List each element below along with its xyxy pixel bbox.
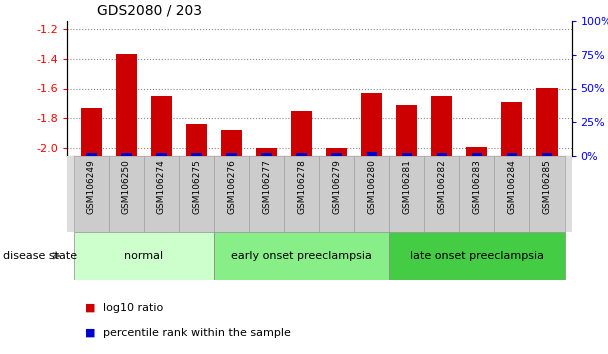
Text: ■: ■ <box>85 328 95 338</box>
Bar <box>284 156 319 232</box>
Text: disease state: disease state <box>3 251 77 261</box>
Bar <box>192 153 202 156</box>
Text: normal: normal <box>125 251 164 261</box>
Text: ■: ■ <box>85 303 95 313</box>
Bar <box>109 156 144 232</box>
Bar <box>396 105 417 156</box>
Bar <box>81 108 102 156</box>
Bar <box>74 232 214 280</box>
Bar <box>256 148 277 156</box>
Text: GSM106275: GSM106275 <box>192 160 201 215</box>
Bar <box>472 153 482 156</box>
Text: GSM106278: GSM106278 <box>297 160 306 215</box>
Text: GSM106249: GSM106249 <box>87 160 96 214</box>
Bar <box>261 153 272 156</box>
Bar <box>179 156 214 232</box>
Bar <box>542 153 552 156</box>
Bar <box>401 153 412 156</box>
Text: early onset preeclampsia: early onset preeclampsia <box>231 251 372 261</box>
Bar <box>361 93 382 156</box>
Bar <box>226 153 237 156</box>
Text: GSM106250: GSM106250 <box>122 160 131 215</box>
Text: GSM106282: GSM106282 <box>437 160 446 214</box>
Bar <box>249 156 284 232</box>
Bar <box>214 156 249 232</box>
Text: GSM106277: GSM106277 <box>262 160 271 215</box>
Text: GSM106276: GSM106276 <box>227 160 236 215</box>
Bar <box>530 156 564 232</box>
Bar <box>536 88 558 156</box>
Bar <box>367 152 377 156</box>
Bar <box>74 156 109 232</box>
Bar <box>431 96 452 156</box>
Text: late onset preeclampsia: late onset preeclampsia <box>410 251 544 261</box>
Bar <box>86 153 97 156</box>
Bar <box>331 153 342 156</box>
Bar <box>354 156 389 232</box>
Text: GSM106283: GSM106283 <box>472 160 482 215</box>
Bar <box>502 102 522 156</box>
Text: log10 ratio: log10 ratio <box>103 303 164 313</box>
Bar <box>151 96 172 156</box>
Bar <box>121 153 132 156</box>
Text: GDS2080 / 203: GDS2080 / 203 <box>97 4 202 18</box>
Bar <box>186 124 207 156</box>
Bar <box>326 148 347 156</box>
Text: GSM106279: GSM106279 <box>332 160 341 215</box>
Text: GSM106284: GSM106284 <box>508 160 516 214</box>
Bar <box>437 153 447 156</box>
Bar <box>221 130 242 156</box>
Text: GSM106280: GSM106280 <box>367 160 376 215</box>
Bar <box>116 54 137 156</box>
Text: percentile rank within the sample: percentile rank within the sample <box>103 328 291 338</box>
Bar <box>389 232 564 280</box>
Bar <box>389 156 424 232</box>
Bar <box>506 153 517 156</box>
Bar <box>466 147 488 156</box>
Bar <box>156 153 167 156</box>
Text: GSM106285: GSM106285 <box>542 160 551 215</box>
Bar <box>494 156 530 232</box>
Bar <box>214 232 389 280</box>
Bar <box>319 156 354 232</box>
Bar <box>424 156 460 232</box>
Text: GSM106274: GSM106274 <box>157 160 166 214</box>
Bar <box>144 156 179 232</box>
Bar <box>460 156 494 232</box>
Bar <box>291 111 312 156</box>
Text: GSM106281: GSM106281 <box>402 160 411 215</box>
Bar <box>297 153 307 156</box>
